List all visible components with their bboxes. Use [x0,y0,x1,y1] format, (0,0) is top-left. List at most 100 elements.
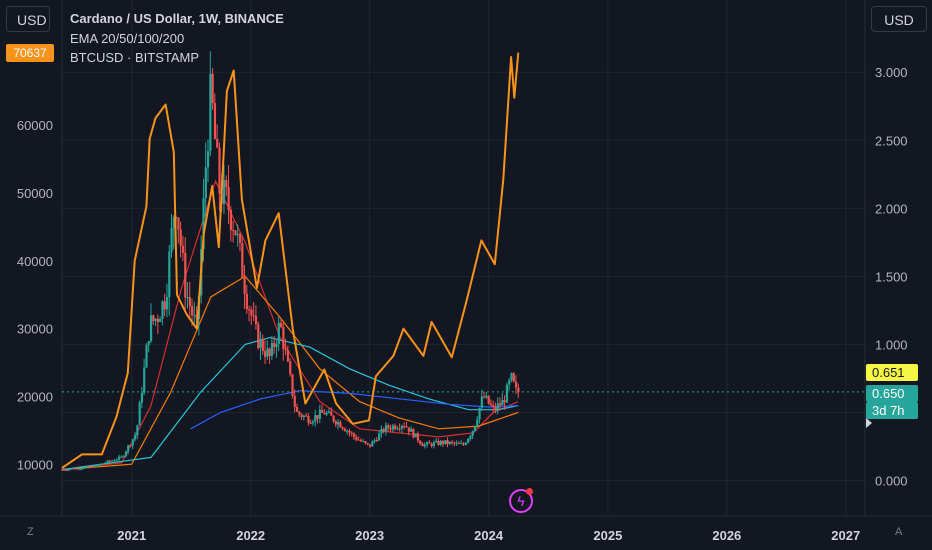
candle-body [243,277,246,294]
candle-body [426,442,429,445]
candle-body [156,318,160,323]
candle-body [325,412,328,415]
candle-body [298,411,301,415]
candle-body [127,445,130,452]
candle-body [216,138,219,148]
candle-body [113,460,116,462]
candle-body [499,403,502,406]
zoom-toggle[interactable]: Z [27,526,34,538]
candle-body [170,227,173,252]
candle-body [97,464,100,466]
candle-body [384,425,388,432]
candle-body [149,315,153,342]
candle-body [204,167,207,199]
candle-body [494,406,497,410]
left-currency-button[interactable]: USD [6,6,50,32]
candle-body [453,442,456,444]
candle-body [213,103,217,139]
chart-grid [0,0,932,517]
candle-body [432,442,436,446]
indicator-legend[interactable]: EMA 20/50/100/200 [70,31,185,46]
time-axis: 2021 2022 2023 2024 2025 2026 2027 [117,528,860,543]
candle-body [407,427,410,432]
left-tick-label: 40000 [17,254,53,269]
auto-scale-toggle[interactable]: A [895,526,903,538]
candle-body [489,403,493,406]
candle-body [252,315,255,317]
candle-body [241,242,244,278]
candle-body [416,433,420,441]
candle-body [469,435,472,439]
candle-body [387,425,390,429]
right-tick-label: 1.500 [875,269,908,284]
candle-body [444,440,447,444]
candle-body [457,442,461,444]
candle-body [460,443,463,445]
ema-200-line [190,390,519,430]
candle-body [355,436,358,440]
candle-body [111,460,114,462]
btc-compare-line [61,52,520,469]
candle-body [375,440,379,442]
candle-body [512,373,515,382]
ema-100-line [61,336,519,471]
candle-body [225,179,228,188]
candle-body [65,469,68,471]
candle-body [323,412,326,415]
candle-body [464,442,467,445]
candle-body [359,439,363,442]
candle-body [120,456,123,458]
candle-body [286,350,290,362]
right-currency-button[interactable]: USD [871,6,927,32]
price-tag: 0.651 [866,364,918,381]
candle-body [218,147,221,194]
ema-50-line [61,275,519,471]
candle-body [266,348,269,357]
candle-body [118,456,121,460]
right-tick-label: 0.000 [875,474,908,489]
left-tick-label: 60000 [17,118,53,133]
candle-body [99,463,102,465]
left-tick-label: 30000 [17,322,53,337]
candle-body [311,421,315,424]
candle-body [391,425,394,430]
candle-body [211,73,214,104]
compare-legend[interactable]: BTCUSD · BITSTAMP [70,50,200,65]
candle-body [209,73,212,152]
candle-body [473,425,477,432]
candle-body [396,428,399,430]
candle-body [366,442,369,445]
symbol-title[interactable]: Cardano / US Dollar, 1W, BINANCE [70,11,284,26]
time-tick-label: 2023 [355,528,384,543]
candle-body [76,468,80,470]
candle-body [378,433,381,441]
candle-body [412,428,415,438]
candle-body [129,445,132,447]
candle-body [405,426,408,428]
candle-body [145,345,148,368]
candle-body [480,396,483,408]
candle-body [410,428,413,432]
candle-body [280,323,283,328]
candle-body [496,403,499,410]
candle-body [181,245,185,253]
candle-body [305,415,308,417]
candle-body [428,442,431,444]
candle-body [236,234,239,236]
candle-body [79,468,82,470]
candle-body [257,324,260,349]
candle-body [439,441,442,445]
candle-body [177,217,180,230]
candle-body [423,444,426,447]
candle-body [81,468,84,470]
candle-body [108,460,112,462]
ada-candles [61,51,520,472]
candle-body [152,315,155,321]
candle-body [207,151,210,168]
lightning-icon[interactable]: ϟ [509,489,533,513]
candle-body [435,440,438,443]
candle-body [86,466,89,468]
right-tick-label: 3.000 [875,65,908,80]
candle-body [124,451,128,456]
